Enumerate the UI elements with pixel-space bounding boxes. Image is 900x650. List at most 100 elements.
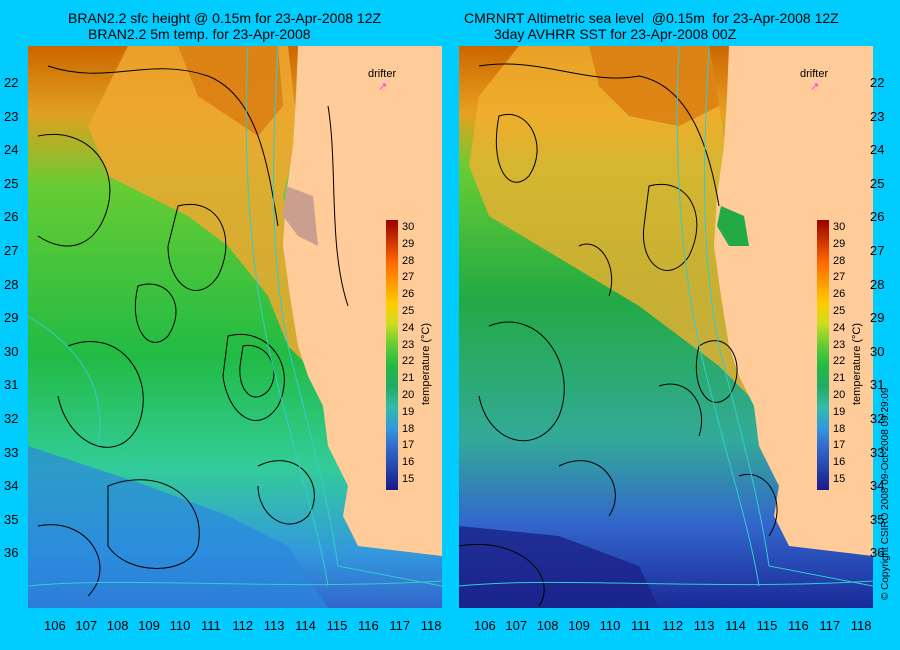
- colorbar-tick-label: 28: [402, 254, 415, 267]
- peninsula-land: [283, 186, 318, 246]
- drifter-label: drifter: [368, 68, 397, 80]
- latitude-tick-label: 33: [4, 444, 19, 460]
- land-western-australia: [283, 46, 442, 556]
- peninsula-sst: [717, 206, 749, 246]
- colorbar-tick-label: 27: [833, 271, 846, 284]
- latitude-tick-label: 26: [870, 209, 885, 225]
- drifter-label: drifter: [800, 68, 829, 80]
- latitude-tick-label: 28: [870, 276, 885, 292]
- right-colorbar-title: temperature (°C): [851, 322, 863, 405]
- warm-water-tongue: [88, 46, 348, 396]
- colorbar-tick-label: 23: [833, 338, 846, 351]
- longitude-tick-label: 115: [756, 618, 778, 633]
- longitude-tick-label: 106: [474, 618, 496, 633]
- colorbar-tick-label: 17: [402, 439, 415, 452]
- longitude-tick-label: 115: [326, 618, 348, 633]
- longitude-tick-label: 118: [850, 618, 872, 633]
- latitude-tick-label: 27: [870, 243, 885, 258]
- longitude-tick-label: 107: [505, 618, 528, 633]
- right-colorbar: [817, 220, 829, 490]
- latitude-tick-label: 24: [870, 142, 885, 158]
- latitude-tick-label: 22: [870, 75, 885, 90]
- latitude-tick-label: 30: [4, 343, 19, 359]
- colorbar-tick-label: 17: [833, 439, 846, 452]
- drifter-arrow-icon: ↗: [378, 81, 388, 93]
- cool-water-patch: [28, 446, 328, 608]
- longitude-tick-label: 117: [389, 618, 411, 633]
- longitude-tick-label: 107: [75, 618, 98, 633]
- left-colorbar-title: temperature (°C): [420, 322, 432, 405]
- longitude-tick-label: 109: [568, 618, 590, 633]
- longitude-tick-label: 116: [358, 618, 379, 633]
- copyright-text: © Copyright CSIRO 2008 09-Oct-2008 09:29…: [880, 387, 891, 601]
- sea-level-contours: [459, 63, 778, 607]
- colorbar-tick-label: 16: [402, 456, 415, 469]
- right-map-panel: [459, 46, 873, 608]
- colorbar-tick-label: 30: [402, 221, 415, 233]
- left-map-svg: [28, 46, 442, 608]
- left-map-title-line1: BRAN2.2 sfc height @ 0.15m for 23-Apr-20…: [68, 10, 382, 26]
- left-drifter-legend: drifter ↗: [368, 68, 396, 93]
- latitude-tick-label: 35: [4, 511, 19, 527]
- longitude-tick-label: 114: [295, 618, 316, 633]
- colorbar-tick-label: 25: [402, 305, 415, 317]
- cold-water-patch: [459, 526, 659, 608]
- land-western-australia: [714, 46, 873, 556]
- colorbar-tick-label: 28: [833, 254, 846, 267]
- right-drifter-legend: drifter ↗: [800, 68, 828, 93]
- latitude-tick-label: 35: [870, 511, 885, 527]
- latitude-tick-label: 25: [870, 175, 885, 191]
- longitude-tick-label: 113: [263, 618, 285, 633]
- longitude-tick-label: 113: [693, 618, 715, 633]
- colorbar-tick-label: 20: [833, 389, 846, 401]
- longitude-tick-label: 108: [106, 618, 129, 633]
- colorbar-tick-label: 26: [833, 288, 846, 301]
- colorbar-tick-label: 23: [402, 338, 415, 351]
- longitude-tick-label: 117: [819, 618, 841, 633]
- latitude-tick-label: 34: [4, 478, 19, 494]
- colorbar-tick-label: 25: [833, 305, 846, 317]
- latitude-tick-label: 31: [870, 377, 885, 393]
- latitude-tick-label: 28: [4, 276, 19, 292]
- latitude-tick-label: 24: [4, 142, 19, 158]
- longitude-tick-label: 118: [420, 618, 442, 633]
- latitude-tick-label: 25: [4, 175, 19, 191]
- colorbar-tick-label: 26: [402, 288, 415, 301]
- colorbar-tick-label: 21: [833, 372, 846, 385]
- longitude-tick-label: 108: [536, 618, 559, 633]
- colorbar-tick-label: 16: [833, 456, 846, 469]
- latitude-tick-label: 32: [870, 411, 885, 426]
- colorbar-tick-label: 29: [833, 237, 846, 250]
- colorbar-tick-label: 15: [833, 473, 846, 485]
- colorbar-tick-label: 18: [833, 422, 846, 435]
- latitude-tick-label: 23: [870, 108, 885, 124]
- latitude-tick-label: 26: [4, 209, 19, 225]
- latitude-tick-label: 29: [870, 310, 885, 326]
- latitude-tick-label: 33: [870, 444, 885, 460]
- right-map-title-line2: 3day AVHRR SST for 23-Apr-2008 00Z: [494, 26, 737, 42]
- sea-level-contours: [37, 65, 349, 597]
- longitude-tick-label: 112: [662, 618, 684, 633]
- colorbar-tick-label: 24: [833, 321, 846, 334]
- colorbar-tick-label: 20: [402, 389, 415, 401]
- colorbar-tick-label: 21: [402, 372, 415, 385]
- colorbar-tick-label: 30: [833, 221, 846, 233]
- right-map-title-line1: CMRNRT Altimetric sea level @0.15m for 2…: [464, 10, 839, 26]
- left-map-title-line2: BRAN2.2 5m temp. for 23-Apr-2008: [88, 26, 311, 42]
- latitude-tick-label: 23: [4, 108, 19, 124]
- bathymetry-lines: [28, 46, 442, 587]
- longitude-tick-label: 111: [201, 618, 221, 633]
- left-colorbar: [386, 220, 398, 490]
- colorbar-tick-label: 18: [402, 422, 415, 435]
- longitude-tick-label: 112: [232, 618, 254, 633]
- colorbar-tick-label: 22: [402, 355, 415, 368]
- latitude-tick-label: 36: [4, 545, 19, 561]
- latitude-tick-label: 30: [870, 343, 885, 359]
- longitude-tick-label: 114: [725, 618, 746, 633]
- bathymetry-lines: [459, 46, 873, 587]
- longitude-tick-label: 111: [631, 618, 651, 633]
- latitude-tick-label: 36: [870, 545, 885, 561]
- longitude-tick-label: 116: [788, 618, 809, 633]
- latitude-tick-label: 32: [4, 411, 19, 426]
- colorbar-tick-label: 24: [402, 321, 415, 334]
